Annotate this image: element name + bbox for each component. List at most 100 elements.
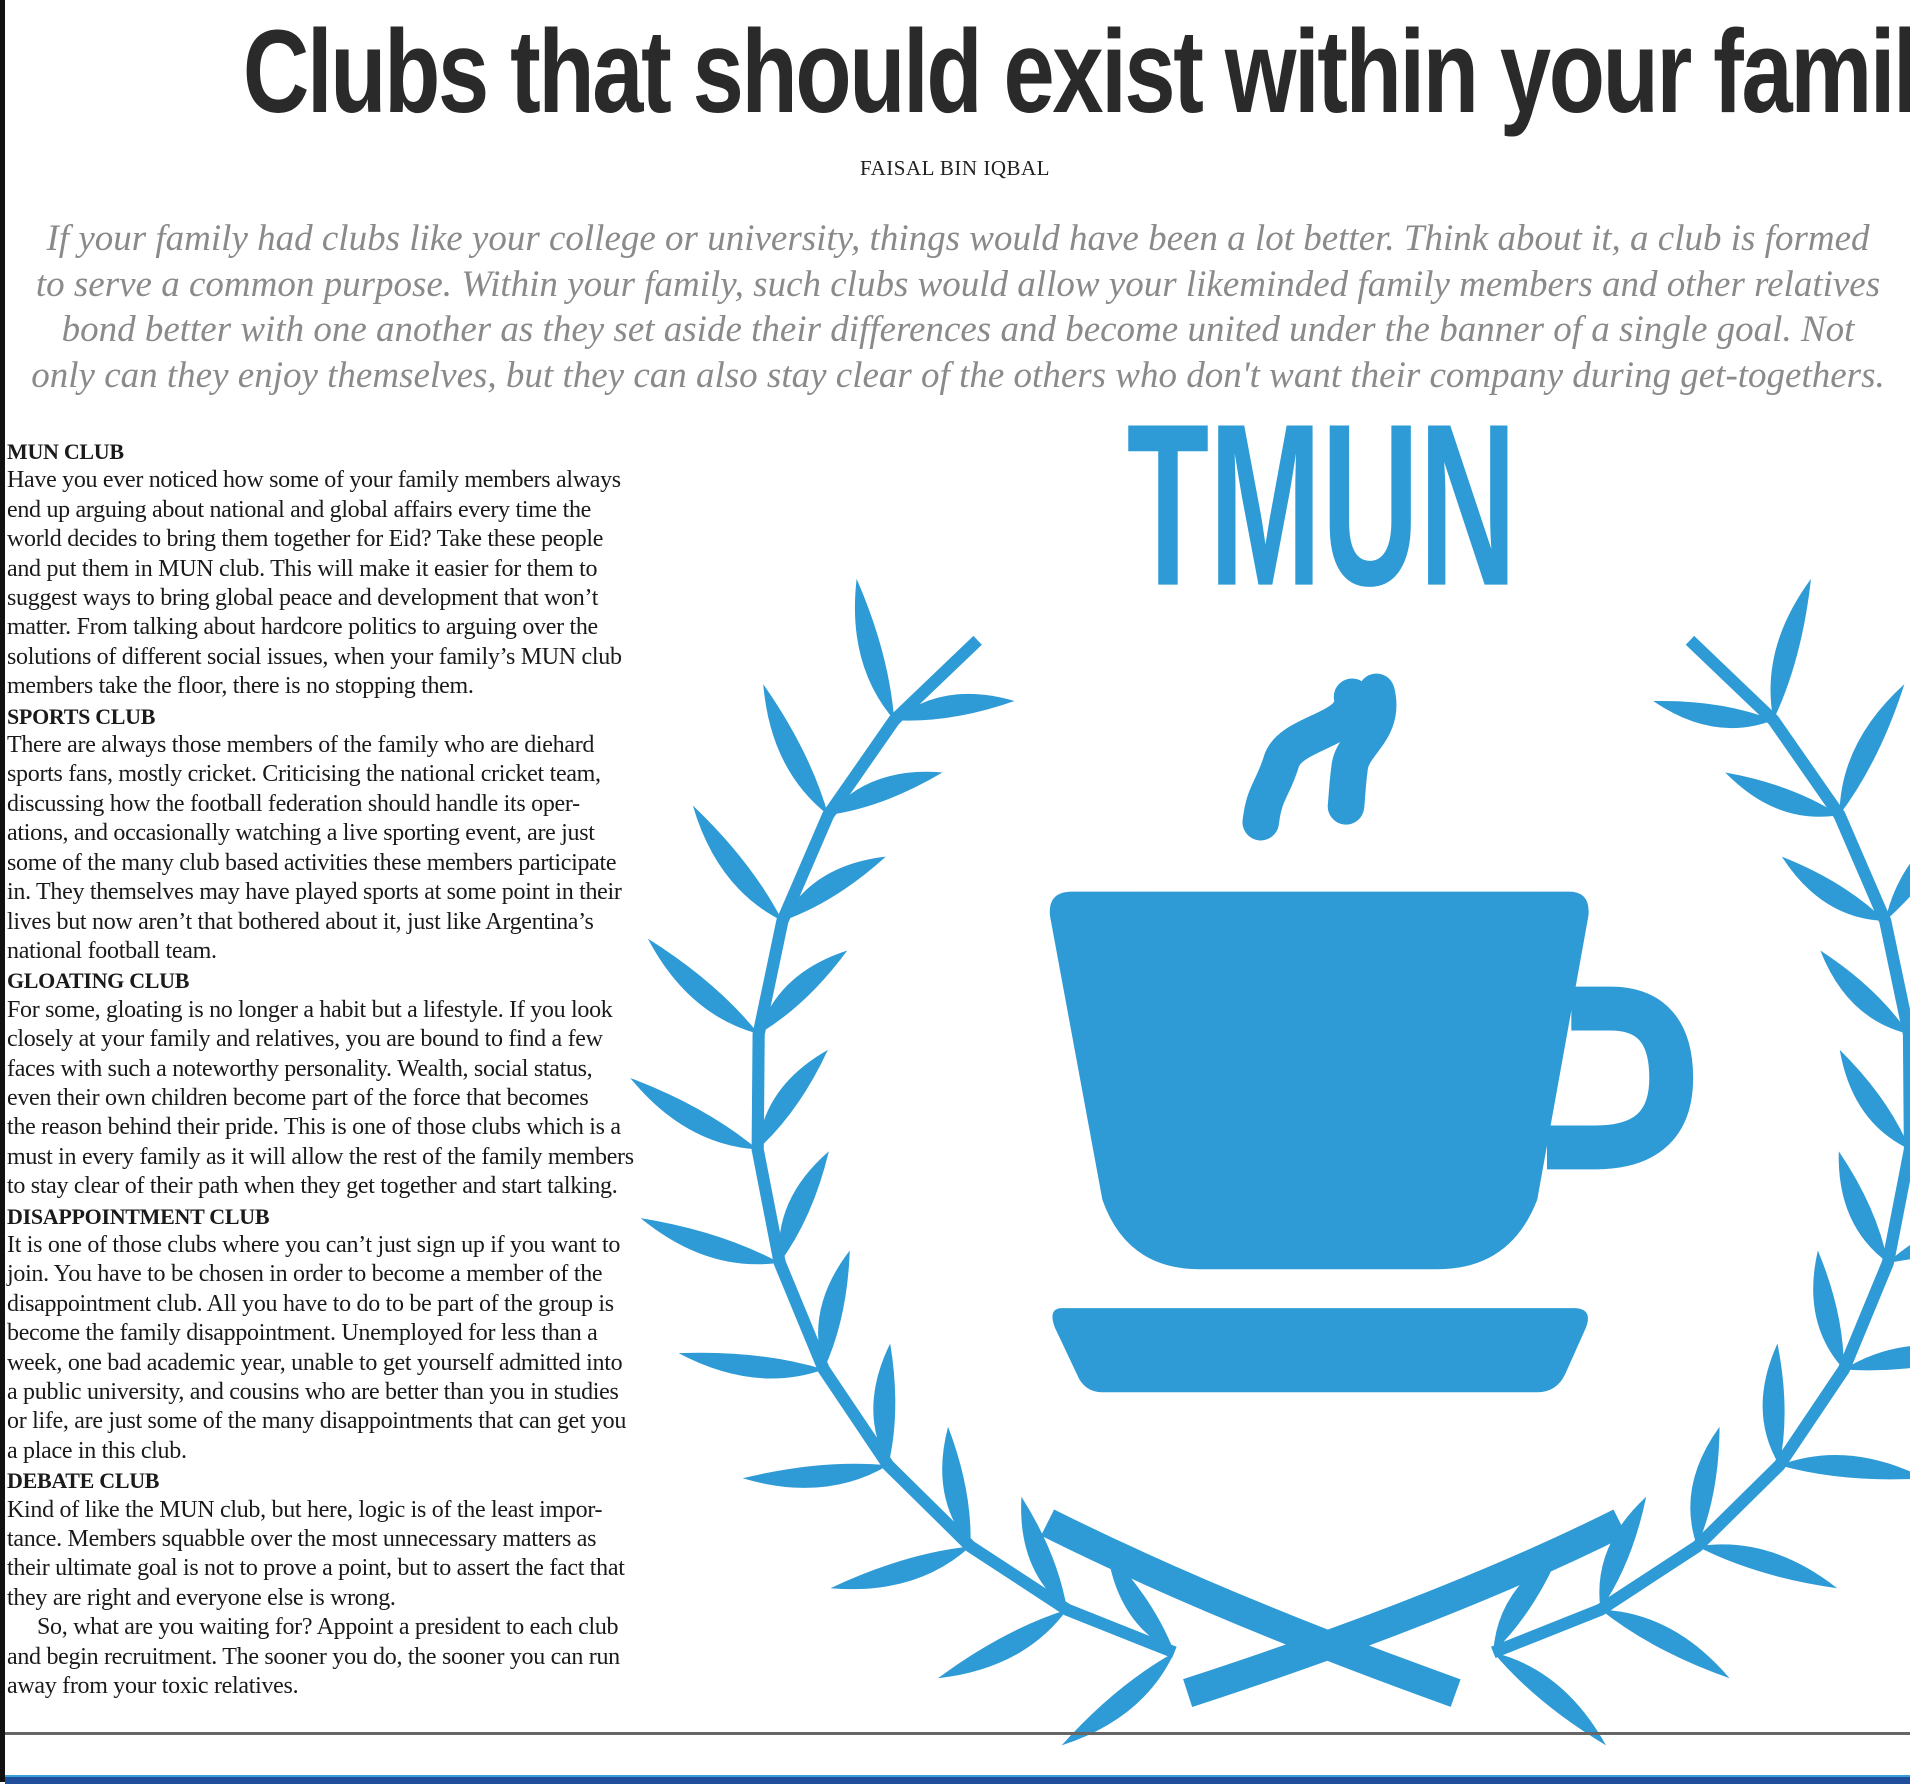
body-line: Have you ever noticed how some of your f… — [7, 467, 621, 494]
left-branch-leaf — [830, 1546, 971, 1590]
section-heading: GLOATING CLUB — [7, 968, 190, 994]
body-line: suggest ways to bring global peace and d… — [7, 585, 599, 612]
body-line: tance. Members squabble over the most un… — [7, 1526, 597, 1553]
right-branch-leaf — [1653, 700, 1774, 729]
left-branch-leaf — [692, 805, 783, 921]
closing-line: and begin recruitment. The sooner you do… — [7, 1643, 620, 1670]
right-branch-leaf — [1770, 578, 1811, 721]
body-line: they are right and everyone else is wron… — [7, 1584, 396, 1611]
left-branch-leaf — [942, 1426, 971, 1547]
cup-body — [1049, 891, 1589, 1270]
logo-text: TMUN — [1127, 377, 1517, 635]
left-branch-leaf — [873, 1343, 896, 1466]
left-branch-leaf — [828, 771, 943, 815]
left-page-edge — [0, 0, 5, 1782]
left-branch-leaf — [640, 1218, 780, 1265]
body-line: a place in this club. — [7, 1437, 187, 1464]
body-line: discussing how the football federation s… — [7, 790, 580, 817]
body-line: to stay clear of their path when they ge… — [7, 1173, 618, 1200]
body-line: solutions of different social issues, wh… — [7, 643, 622, 670]
body-line: matter. From talking about hardcore poli… — [7, 614, 598, 641]
headline: Clubs that should exist within your fami… — [242, 6, 1910, 138]
body-line: lives but now aren’t that bothered about… — [7, 908, 594, 935]
right-branch-leaf — [1725, 772, 1840, 817]
left-branch-leaf — [647, 938, 759, 1034]
left-branch-leaf — [894, 693, 1015, 721]
bottom-rule — [5, 1732, 1910, 1735]
steam-left — [1242, 678, 1371, 841]
intro-line: only can they enjoy themselves, but they… — [31, 355, 1885, 397]
footer-band — [5, 1775, 1910, 1784]
ribbon — [1041, 1509, 1627, 1707]
steam-right — [1327, 673, 1397, 825]
right-branch-leaf — [1781, 856, 1886, 921]
body-line: sports fans, mostly cricket. Criticising… — [7, 761, 601, 788]
body-line: even their own children become part of t… — [7, 1084, 589, 1111]
body-line: some of the many club based activities t… — [7, 849, 617, 876]
byline: FAISAL BIN IQBAL — [860, 156, 1050, 180]
coffee-cup-icon — [1049, 673, 1694, 1393]
right-branch-leaf — [1839, 1049, 1910, 1150]
cup-handle — [1546, 986, 1694, 1170]
right-branch-leaf — [1779, 1455, 1910, 1480]
right-branch-leaf — [1599, 1496, 1647, 1610]
body-line: It is one of those clubs where you can’t… — [7, 1231, 621, 1258]
body-line: For some, gloating is no longer a habit … — [7, 996, 613, 1023]
left-branch-leaf — [742, 1463, 889, 1488]
right-branch-leaf — [1762, 1343, 1785, 1466]
body-line: There are always those members of the fa… — [7, 732, 595, 759]
body-line: or life, are just some of the many disap… — [7, 1408, 627, 1435]
left-branch-leaf — [758, 950, 848, 1034]
left-branch-leaf — [779, 1151, 829, 1263]
right-branch-stem — [1491, 635, 1910, 1659]
section-heading: DEBATE CLUB — [7, 1468, 160, 1494]
body-line: closely at your family and relatives, yo… — [7, 1026, 603, 1053]
left-branch-leaf — [782, 856, 886, 921]
left-branch-leaf — [678, 1352, 824, 1379]
body-line: national football team. — [7, 937, 217, 964]
article-body: MUN CLUB Have you ever noticed how some o… — [7, 437, 707, 1701]
right-branch-leaf — [1600, 1609, 1730, 1679]
section-heading: SPORTS CLUB — [7, 703, 156, 729]
right-branch-leaf — [1843, 1344, 1910, 1371]
body-line: a public university, and cousins who are… — [7, 1379, 619, 1405]
body-line: ations, and occasionally watching a live… — [7, 820, 595, 847]
right-branch-leaf — [1493, 1652, 1607, 1746]
right-branch-leaf — [1838, 1151, 1888, 1263]
intro-line: bond better with one another as they set… — [61, 309, 1855, 351]
body-line: end up arguing about national and global… — [7, 496, 592, 523]
left-branch-leaf — [1061, 1652, 1175, 1746]
left-branch-leaf — [757, 1049, 828, 1150]
left-branch-stem — [751, 635, 1177, 1659]
body-line: become the family disappointment. Unempl… — [7, 1320, 598, 1347]
left-branch-leaf — [1021, 1496, 1068, 1610]
laurel-wreath-icon — [630, 578, 1910, 1746]
left-branch-leaf — [938, 1609, 1068, 1679]
section-heading: MUN CLUB — [7, 439, 124, 464]
saucer — [1052, 1308, 1588, 1393]
body-line: world decides to bring them together for… — [7, 526, 604, 553]
body-line: Kind of like the MUN club, but here, log… — [7, 1496, 603, 1523]
right-branch-leaf — [1813, 1250, 1844, 1370]
intro-paragraph: If your family had clubs like your colle… — [6, 216, 1910, 399]
intro-line: If your family had clubs like your colle… — [46, 218, 1870, 259]
left-branch-leaf — [1107, 1550, 1175, 1653]
body-line: their ultimate goal is not to prove a po… — [7, 1555, 625, 1582]
right-branch-leaf — [1820, 950, 1909, 1034]
left-branch-leaf — [630, 1077, 758, 1150]
right-branch-leaf — [1697, 1544, 1838, 1589]
right-branch-leaf — [1690, 1426, 1720, 1547]
left-branch-leaf — [818, 1250, 850, 1370]
body-line: must in every family as it will allow th… — [7, 1143, 634, 1170]
body-line: week, one bad academic year, unable to g… — [7, 1349, 623, 1376]
closing-line: So, what are you waiting for? Appoint a … — [37, 1614, 619, 1641]
body-line: in. They themselves may have played spor… — [7, 879, 622, 906]
left-branch-leaf — [763, 684, 829, 815]
section-heading: DISAPPOINTMENT CLUB — [7, 1203, 270, 1229]
body-line: disappointment club. All you have to do … — [7, 1290, 614, 1317]
body-line: the reason behind their pride. This is o… — [7, 1114, 621, 1141]
body-line: join. You have to be chosen in order to … — [7, 1261, 603, 1288]
right-branch-leaf — [1493, 1550, 1561, 1653]
body-line: and put them in MUN club. This will make… — [7, 555, 598, 582]
